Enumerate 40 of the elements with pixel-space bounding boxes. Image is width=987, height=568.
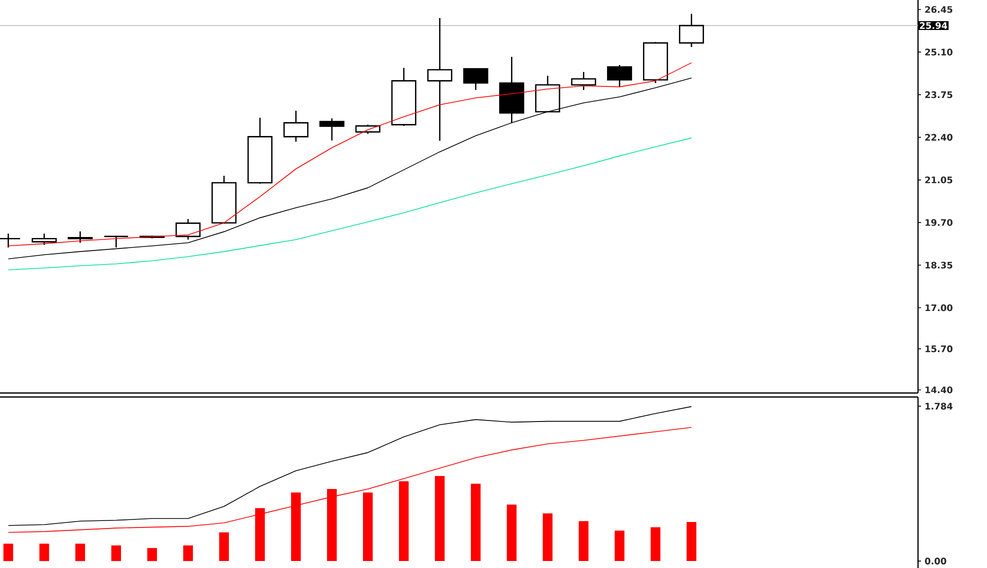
- ref-line-label: 25.94: [920, 22, 948, 29]
- y-tick-label: 23.75: [925, 91, 952, 98]
- y-tick-label: 18.35: [926, 262, 952, 269]
- candlestick: [283, 110, 308, 142]
- y-tick-label: 1.784: [926, 402, 952, 410]
- bar: [650, 527, 660, 562]
- bar: [3, 544, 14, 562]
- bar: [362, 492, 373, 562]
- bar: [183, 545, 193, 562]
- bar: [578, 521, 588, 562]
- candlestick: [319, 118, 344, 142]
- y-tick-label: 26.45: [925, 6, 952, 13]
- bar: [686, 522, 696, 562]
- y-tick-label: 19.70: [926, 219, 952, 226]
- bar: [147, 548, 157, 562]
- candlestick: [463, 68, 488, 91]
- candlestick: [32, 232, 57, 246]
- y-tick-label: 0.00: [924, 558, 946, 564]
- y-tick-label: 22.40: [925, 134, 952, 141]
- bar: [39, 544, 50, 562]
- y-tick-label: 25.10: [925, 48, 952, 56]
- bar: [434, 476, 445, 562]
- y-tick-label: 14.40: [926, 386, 952, 394]
- bar: [111, 545, 121, 562]
- candlestick: [176, 218, 201, 240]
- y-tick-label: 17.00: [926, 304, 952, 312]
- candlestick: [68, 230, 93, 244]
- bar: [506, 504, 517, 562]
- candlestick: [571, 71, 596, 91]
- bar: [470, 484, 481, 562]
- bar: [542, 513, 552, 562]
- bar: [219, 532, 229, 562]
- candlestick: [607, 64, 632, 88]
- candlestick: [678, 13, 704, 48]
- candlestick: [104, 235, 129, 248]
- candlestick: [427, 17, 452, 142]
- y-tick-label: 21.05: [925, 176, 952, 184]
- bar: [75, 544, 86, 562]
- y-tick-label: 15.70: [926, 345, 952, 352]
- bar: [614, 530, 624, 562]
